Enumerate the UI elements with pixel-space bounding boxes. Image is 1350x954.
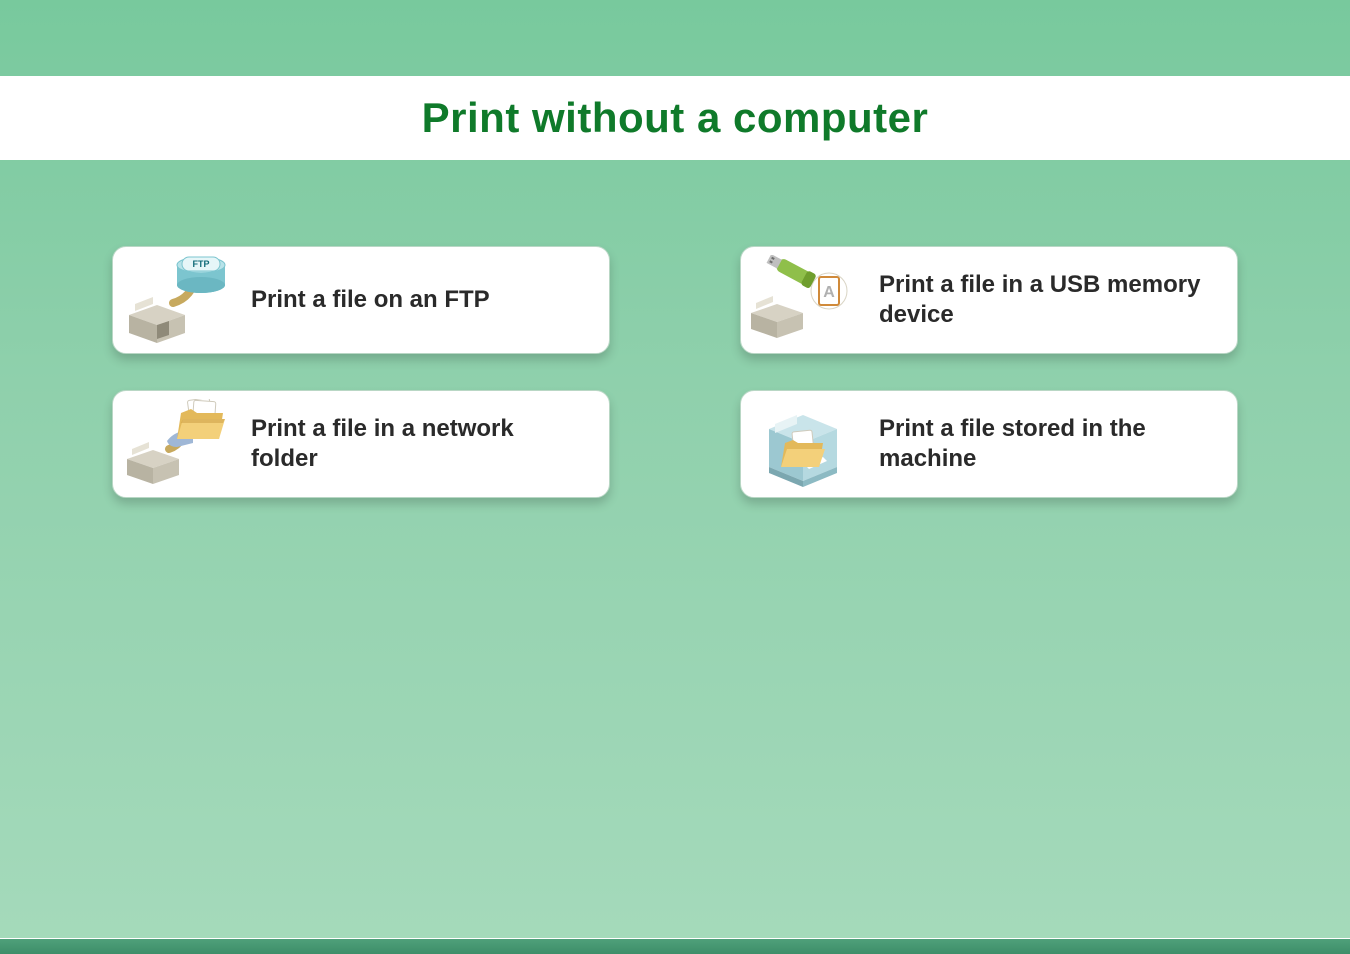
printer-network-folder-icon [123, 399, 233, 489]
title-band: Print without a computer [0, 76, 1350, 160]
option-print-network-folder[interactable]: Print a file in a network folder [112, 390, 610, 498]
options-grid: FTP Print a file on an FTP A [112, 246, 1238, 498]
option-print-stored-machine[interactable]: Print a file stored in the machine [740, 390, 1238, 498]
printer-usb-icon: A [751, 255, 861, 345]
printer-stored-file-icon [751, 399, 861, 489]
svg-text:A: A [823, 284, 835, 301]
footer-bar [0, 938, 1350, 954]
option-label: Print a file in a network folder [251, 414, 581, 474]
option-print-ftp[interactable]: FTP Print a file on an FTP [112, 246, 610, 354]
page-title: Print without a computer [422, 94, 929, 142]
svg-text:FTP: FTP [193, 259, 210, 269]
option-label: Print a file in a USB memory device [879, 270, 1209, 330]
option-label: Print a file stored in the machine [879, 414, 1209, 474]
printer-ftp-icon: FTP [123, 255, 233, 345]
option-print-usb[interactable]: A Print a file in a USB memory device [740, 246, 1238, 354]
option-label: Print a file on an FTP [251, 285, 490, 315]
